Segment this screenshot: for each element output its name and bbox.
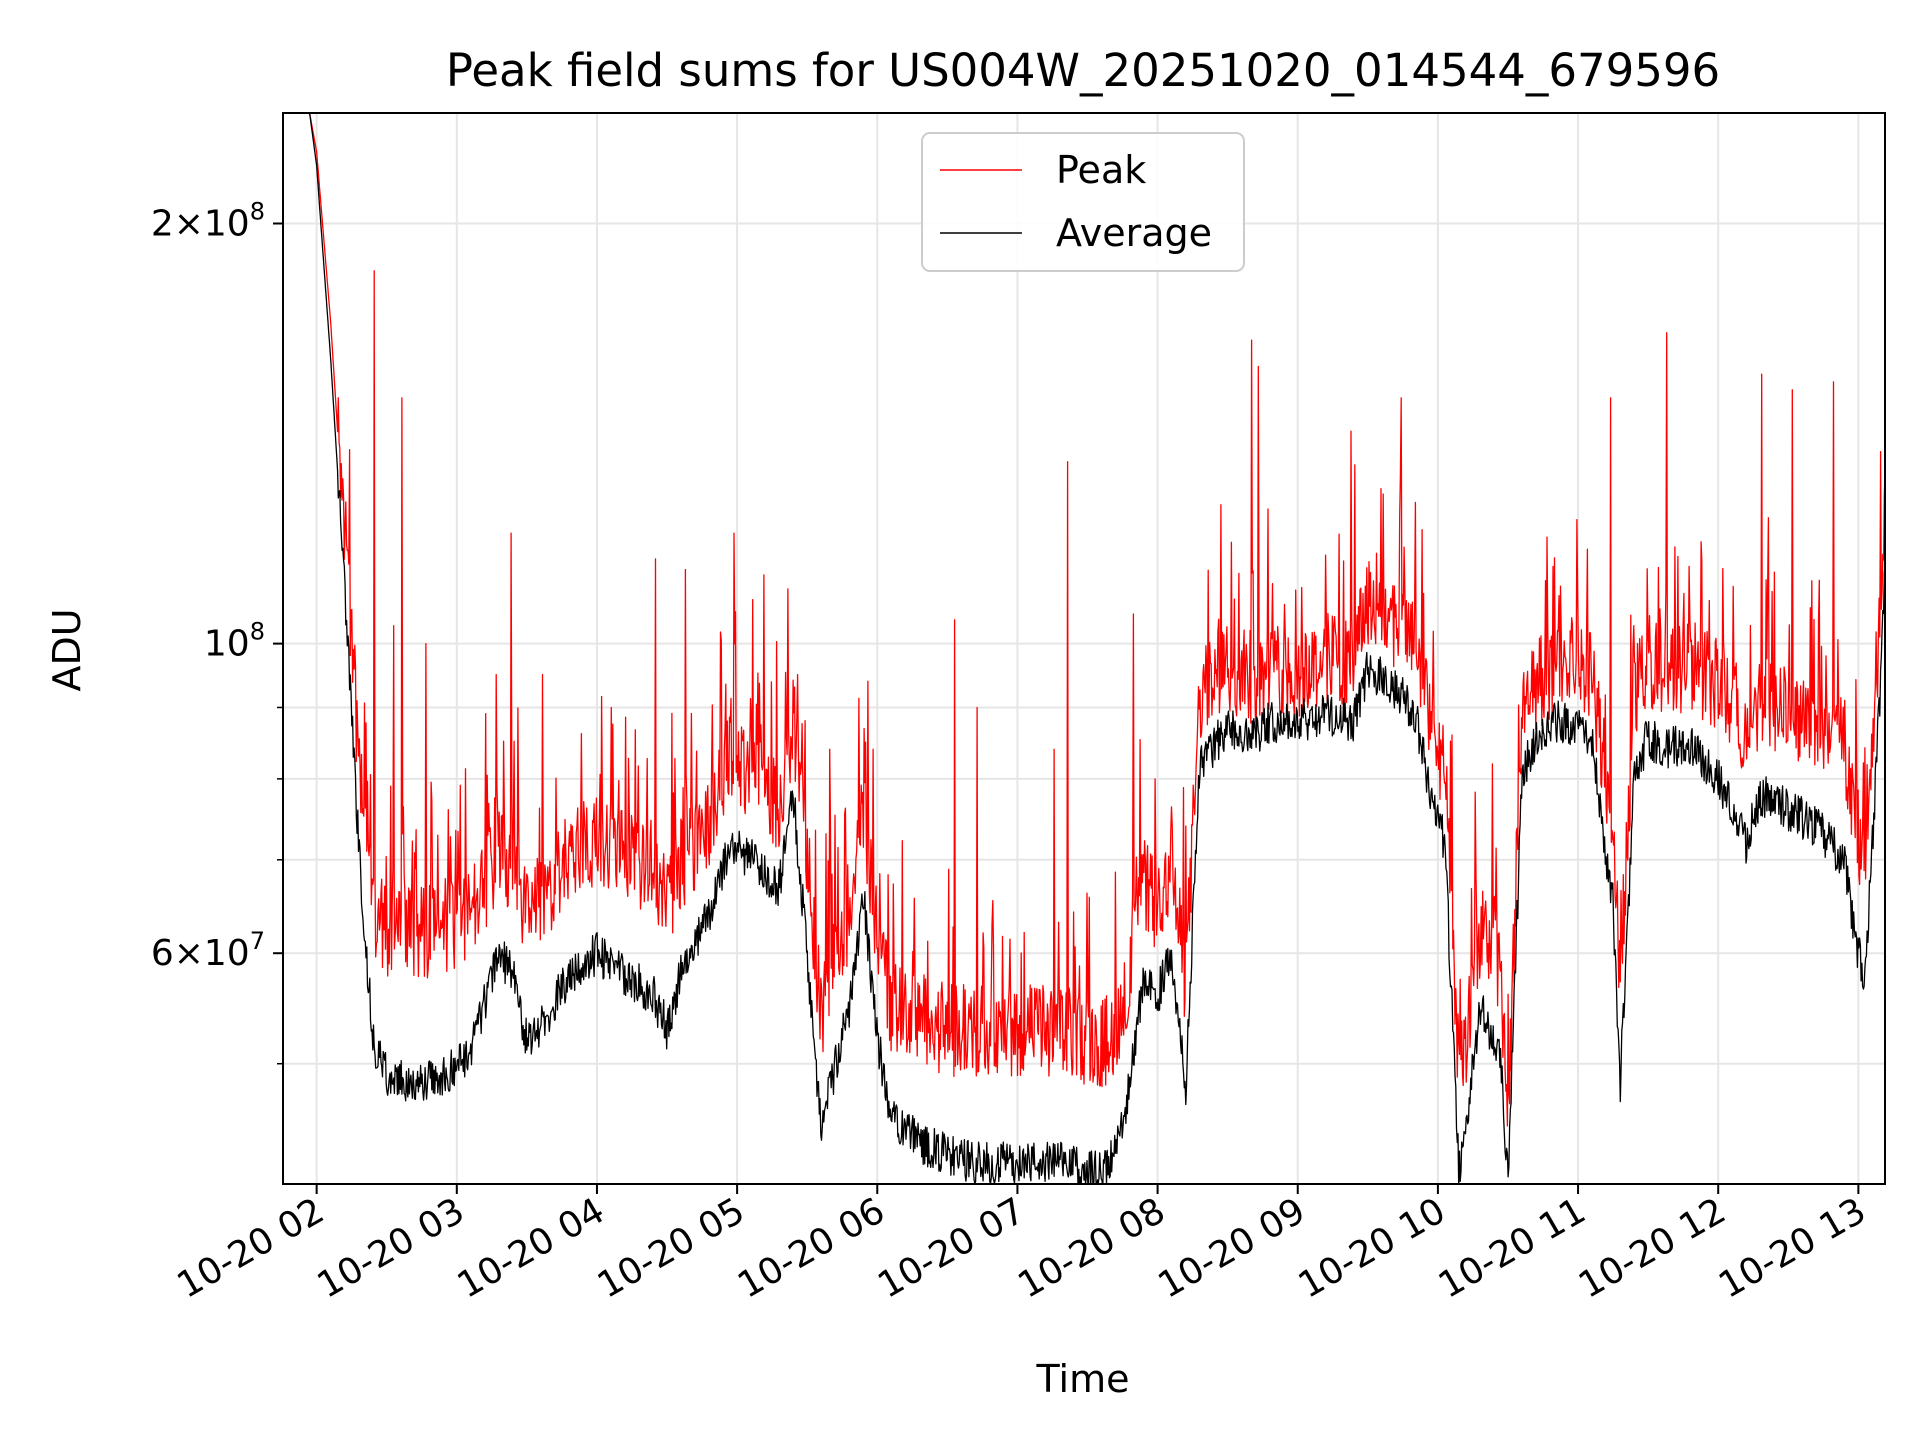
chart-title: Peak field sums for US004W_20251020_0145… <box>446 44 1720 97</box>
series-line-peak <box>283 113 1885 1127</box>
legend-label-average: Average <box>1056 211 1212 255</box>
y-tick-label: 2×108 <box>151 198 265 245</box>
y-axis-label: ADU <box>45 608 89 691</box>
y-tick-label: 108 <box>204 618 265 665</box>
legend-label-peak: Peak <box>1056 148 1146 192</box>
plot-frame <box>282 112 1886 1185</box>
series-layer <box>283 113 1885 1184</box>
y-axis: 6×107 108 2×108 <box>151 198 283 1065</box>
legend: Peak Average <box>921 132 1245 272</box>
series-line-average <box>283 113 1885 1184</box>
legend-box <box>921 132 1245 272</box>
x-axis-label: Time <box>1036 1357 1130 1401</box>
y-tick-label: 6×107 <box>151 927 265 974</box>
